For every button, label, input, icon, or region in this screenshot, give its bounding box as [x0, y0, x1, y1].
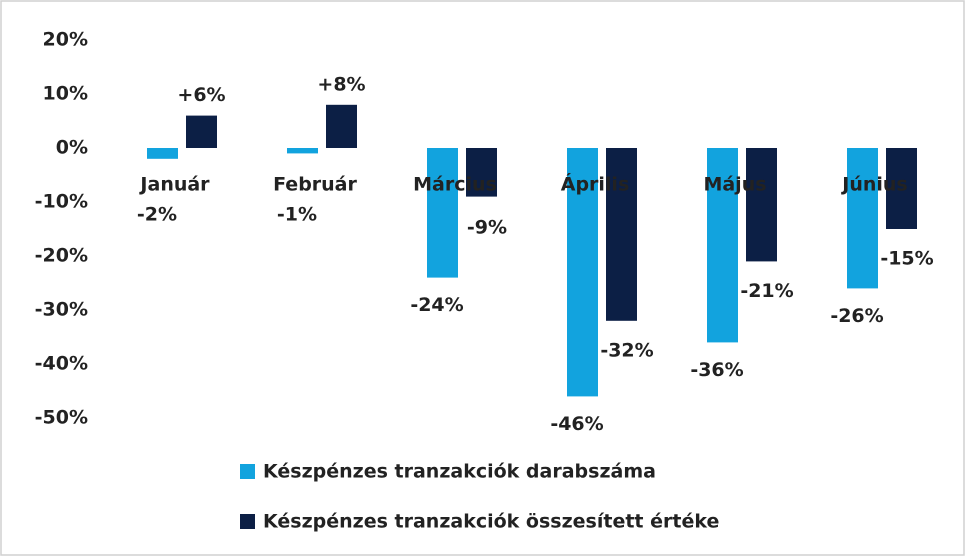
bar	[186, 115, 217, 148]
bar	[326, 104, 357, 148]
bar	[847, 148, 878, 289]
x-tick-label: Június	[840, 174, 907, 196]
legend-swatch	[240, 464, 255, 479]
bar	[427, 148, 458, 278]
value-label: -2%	[137, 204, 177, 226]
legend-label: Készpénzes tranzakciók darabszáma	[263, 461, 656, 483]
bar	[567, 148, 598, 397]
bar	[746, 148, 777, 262]
value-label: -1%	[277, 204, 317, 226]
bar	[147, 148, 178, 159]
legend-label: Készpénzes tranzakciók összesített érték…	[263, 511, 719, 533]
value-label: -36%	[690, 359, 743, 381]
value-label: +6%	[177, 84, 225, 106]
value-label: -21%	[740, 280, 793, 302]
bar	[466, 148, 497, 197]
y-tick-label: 10%	[43, 83, 88, 105]
y-tick-label: -50%	[35, 407, 88, 429]
bar	[606, 148, 637, 321]
x-tick-label: Március	[413, 174, 497, 196]
y-tick-label: 20%	[43, 29, 88, 51]
x-tick-label: Május	[703, 174, 766, 196]
value-label: -24%	[410, 294, 463, 316]
x-tick-label: Április	[561, 173, 630, 196]
y-tick-label: -40%	[35, 353, 88, 375]
y-tick-label: -10%	[35, 191, 88, 213]
value-label: -26%	[830, 305, 883, 327]
bar	[707, 148, 738, 343]
value-label: -46%	[550, 413, 603, 435]
y-tick-label: -30%	[35, 299, 88, 321]
x-tick-label: Január	[138, 174, 210, 196]
y-tick-label: 0%	[56, 137, 88, 159]
bar	[287, 148, 318, 154]
legend-swatch	[240, 514, 255, 529]
y-tick-label: -20%	[35, 245, 88, 267]
bar	[886, 148, 917, 229]
value-label: -15%	[880, 248, 933, 270]
x-tick-label: Február	[273, 174, 357, 196]
value-label: +8%	[317, 73, 365, 95]
value-label: -9%	[467, 217, 507, 239]
value-label: -32%	[600, 339, 653, 361]
